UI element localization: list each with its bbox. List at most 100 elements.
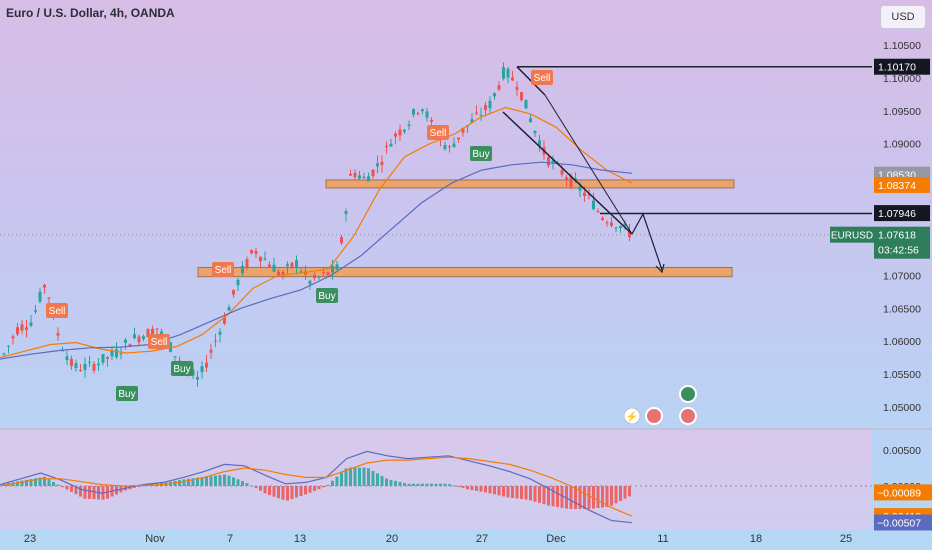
signal-buy: Buy — [470, 146, 492, 161]
macd-histogram-bar — [317, 486, 321, 490]
sell-marker — [531, 70, 553, 85]
macd-histogram-bar — [403, 482, 406, 486]
candle-body — [7, 345, 10, 347]
macd-histogram-bar — [34, 478, 37, 486]
candle-body — [133, 334, 136, 339]
osc-value-label: −0.00507 — [877, 518, 921, 530]
macd-histogram-bar — [308, 486, 312, 493]
macd-histogram-bar — [601, 486, 604, 508]
price-badge — [874, 58, 930, 75]
candle-body — [308, 280, 312, 285]
candle-body — [259, 256, 262, 262]
macd-histogram-bar — [610, 486, 613, 506]
candle-body — [389, 143, 393, 147]
signal-buy: Buy — [316, 288, 338, 303]
macd-histogram-bar — [196, 477, 199, 486]
candle-body — [592, 200, 595, 210]
buy-label: Buy — [318, 291, 335, 302]
candle-body — [344, 211, 348, 214]
candle-body — [587, 194, 591, 196]
macd-histogram-bar — [340, 472, 343, 486]
oscillator-pane[interactable] — [0, 430, 872, 530]
macd-histogram-bar — [272, 486, 276, 497]
macd-histogram-bar — [556, 486, 559, 508]
osc-value-badge — [874, 508, 932, 525]
macd-histogram-bar — [376, 473, 379, 486]
time-axis-label: 23 — [24, 533, 36, 545]
macd-histogram-bar — [623, 486, 627, 499]
candle-body — [479, 114, 483, 116]
candle-body — [295, 260, 298, 267]
candle-body — [128, 344, 132, 347]
macd-histogram-bar — [497, 486, 501, 496]
support-zone — [197, 266, 733, 278]
price-badge — [874, 176, 930, 193]
price-tick-label: 1.10500 — [883, 40, 921, 52]
macd-histogram-bar — [241, 481, 244, 486]
signal-buy: Buy — [171, 361, 193, 376]
macd-histogram-bar — [569, 486, 573, 510]
macd-histogram-bar — [358, 467, 361, 486]
macd-histogram-bar — [439, 483, 442, 486]
macd-histogram-bar — [65, 486, 69, 490]
price-tick-label: 1.08500 — [883, 172, 921, 184]
macd-histogram-bar — [371, 470, 375, 486]
sell-label: Sell — [430, 128, 447, 139]
candle-body — [430, 120, 433, 122]
candle-body — [484, 105, 487, 111]
macd-histogram-bar — [614, 486, 618, 504]
macd-histogram-bar — [299, 486, 303, 497]
macd-chart[interactable] — [0, 430, 872, 530]
macd-histogram-bar — [263, 486, 267, 494]
macd-histogram-bar — [83, 486, 87, 499]
candle-body — [628, 231, 631, 238]
macd-histogram-bar — [254, 486, 258, 489]
sell-label: Sell — [534, 73, 551, 84]
macd-histogram-bar — [295, 486, 298, 498]
macd-histogram-bar — [479, 486, 483, 492]
candle-body — [353, 172, 357, 178]
pane-divider[interactable] — [0, 428, 932, 430]
candle-body — [232, 289, 235, 295]
macd-histogram-bar — [223, 474, 226, 486]
candle-body — [569, 175, 573, 188]
macd-histogram-bar — [394, 480, 397, 486]
macd-histogram-bar — [380, 476, 384, 486]
macd-histogram-bar — [277, 486, 280, 499]
candle-body — [614, 227, 618, 229]
macd-histogram-bar — [322, 486, 325, 488]
macd-histogram-bar — [389, 479, 393, 486]
macd-histogram-bar — [488, 486, 492, 494]
candle-body — [412, 109, 415, 115]
sell-marker — [427, 125, 449, 140]
candle-body — [160, 331, 163, 336]
candle-body — [11, 336, 15, 339]
macd-histogram-bar — [385, 478, 388, 486]
buy-label: Buy — [173, 364, 190, 375]
price-badge-label: 1.10170 — [878, 62, 916, 74]
macd-histogram-bar — [259, 486, 262, 491]
candle-body — [371, 169, 375, 177]
candle-body — [313, 274, 316, 279]
candle-body — [281, 271, 285, 275]
time-axis-label: 18 — [750, 533, 762, 545]
candle-body — [83, 363, 87, 370]
price-badge — [874, 166, 930, 183]
currency-button[interactable]: USD — [880, 5, 926, 29]
buy-marker — [116, 386, 138, 401]
price-pane[interactable]: Sell Sell Sell Sell Sell Buy Buy Buy Buy ⚡ — [0, 0, 872, 428]
macd-histogram-bar — [43, 476, 46, 486]
candle-body — [488, 100, 492, 109]
candle-body — [110, 350, 114, 357]
macd-histogram-bar — [421, 483, 424, 486]
candle-body — [340, 236, 343, 244]
macd-histogram-bar — [56, 484, 60, 486]
candle-body — [16, 327, 19, 335]
macd-histogram-bar — [29, 479, 33, 486]
price-tick-label: 1.08000 — [883, 205, 921, 217]
candle-body — [619, 226, 622, 229]
macd-histogram-bar — [88, 486, 91, 499]
price-chart[interactable]: Sell Sell Sell Sell Sell Buy Buy Buy Buy ⚡ — [0, 0, 872, 428]
candle-body — [290, 262, 294, 268]
